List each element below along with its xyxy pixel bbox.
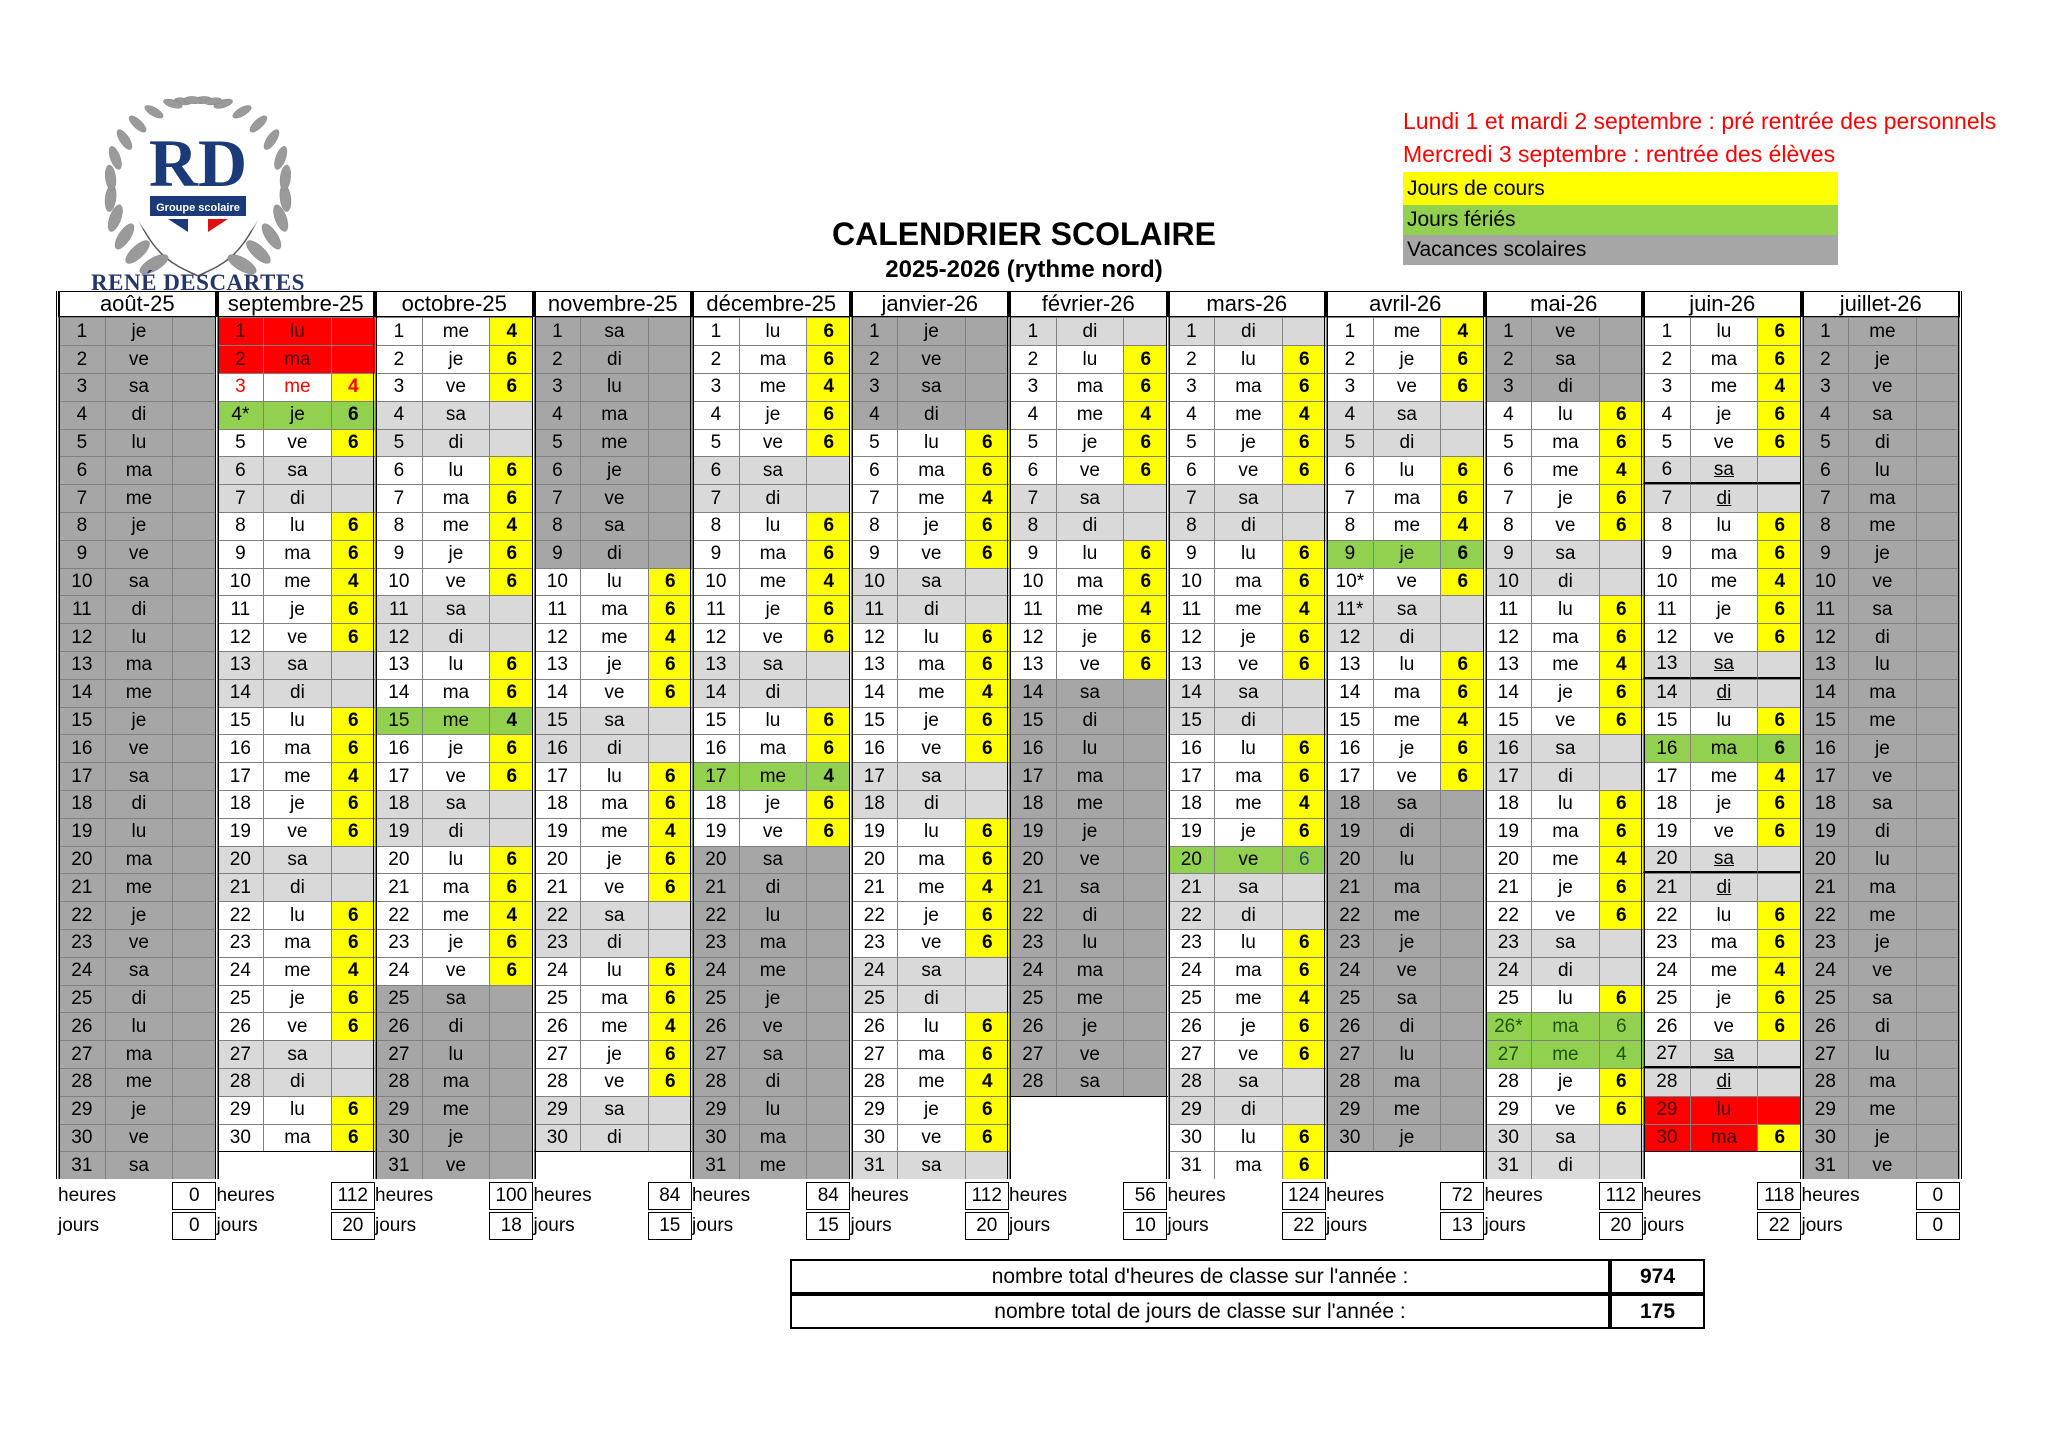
svg-text:Groupe scolaire: Groupe scolaire xyxy=(156,202,240,214)
svg-text:RD: RD xyxy=(149,125,247,201)
